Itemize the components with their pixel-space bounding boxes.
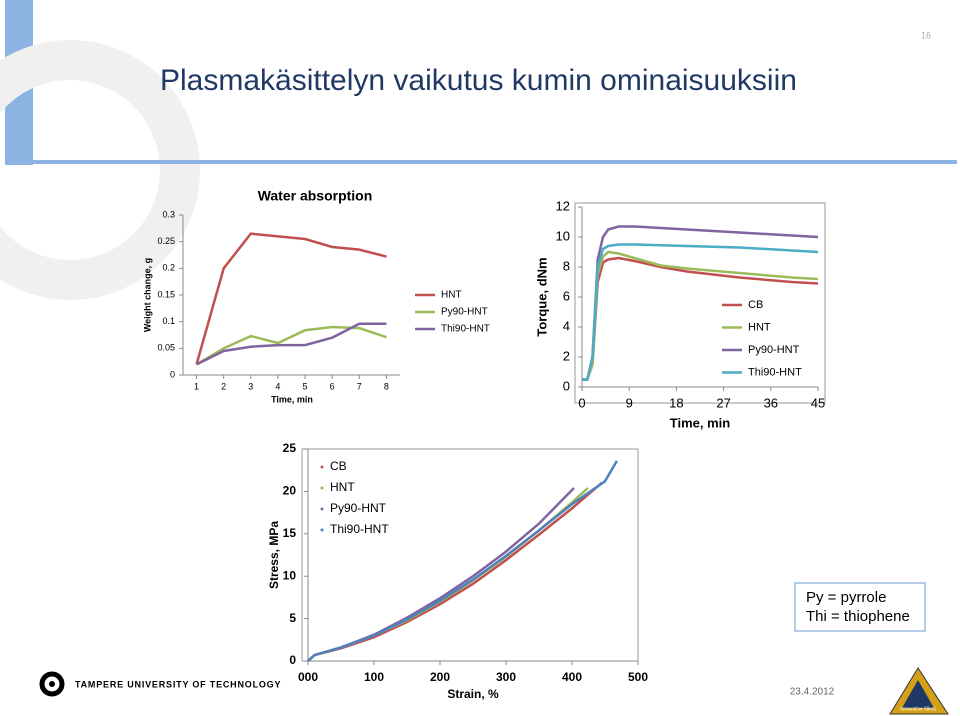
chart: 0 2 4 6 8 10 12 0 9 18 27 36 45 Time, min Torque, dNm C… [534,198,826,430]
x-tick-label: 18 [669,395,683,410]
logo-inner [902,680,934,708]
y-tick-label: 10 [556,228,570,243]
legend-label: Py90-HNT [330,501,387,515]
slide-title: Plasmakäsittelyn vaikutus kumin ominaisu… [160,64,797,97]
legend-label: Thi90-HNT [330,522,389,536]
x-tick-label: 1 [194,381,199,391]
plot-frame [574,202,826,404]
x-axis-label: Strain, % [447,687,499,701]
logo-hub [49,681,55,687]
chart: 0 5 10 15 20 25 000 100 200 300 400 500 Strain, % Str… [267,441,648,701]
note-box [794,582,926,632]
date: 23.4.2012 [790,687,835,698]
logo-gear [39,671,65,697]
y-tick-label: 25 [283,441,297,455]
x-tick-label: 9 [626,395,633,410]
y-tick-label: 5 [289,611,296,625]
x-axis-label: Time, min [670,415,731,430]
page-number: 16 [921,30,931,40]
series-line [196,322,387,366]
y-tick-label: 0 [563,378,570,393]
logo-text: Innovative fillers [900,706,936,712]
gear-watermark [0,40,200,300]
legend-marker [320,486,324,490]
x-tick-label: 36 [764,395,778,410]
legend-label: CB [748,299,763,311]
x-tick-label: 200 [430,670,450,684]
chart: Water absorption 0 0.05 0.1 0.15 0.2 0.25 0.3 1 2… [142,188,490,405]
y-tick-label: 0.25 [157,236,175,246]
x-tick-label: 8 [384,381,389,391]
tut-logo [39,671,65,697]
chart-title: Water absorption [258,188,373,204]
note-line: Py = pyrrole [806,589,886,606]
y-tick-label: 0.05 [157,343,175,353]
y-tick-label: 0 [170,369,175,379]
x-tick-label: 27 [716,395,730,410]
legend-label: HNT [748,321,771,333]
legend-label: Py90-HNT [748,344,800,356]
x-axis-label: Time, min [271,394,313,404]
series-line [307,460,618,662]
legend-marker [320,528,324,532]
y-tick-label: 0.2 [162,263,175,273]
title-rule [33,160,957,164]
legend-label: Thi90-HNT [441,324,490,335]
series-line [582,243,819,381]
y-tick-label: 2 [563,348,570,363]
x-tick-label: 400 [562,670,582,684]
y-tick-label: 10 [283,568,297,582]
legend-marker [320,507,324,511]
y-tick-label: 0.15 [157,289,175,299]
legend-label: Py90-HNT [441,307,488,318]
x-tick-label: 300 [496,670,516,684]
x-tick-label: 45 [811,395,825,410]
x-tick-label: 3 [248,381,253,391]
x-tick-label: 6 [330,381,335,391]
y-tick-label: 4 [563,318,570,333]
series-line [582,250,819,381]
y-tick-label: 12 [556,198,570,213]
x-tick-label: 0 [578,395,585,410]
x-tick-label: 5 [303,381,308,391]
plot-frame [301,448,639,662]
note-line: Thi = thiophene [806,608,910,625]
legend-marker [320,465,324,469]
x-tick-label: 000 [298,670,318,684]
y-axis-label: Weight change, g [142,258,152,332]
legend-label: HNT [330,480,355,494]
y-tick-label: 15 [283,526,297,540]
x-tick-label: 7 [357,381,362,391]
x-tick-label: 4 [275,381,280,391]
series-line [195,325,387,366]
y-axis-label: Stress, MPa [267,521,281,589]
x-tick-label: 100 [364,670,384,684]
y-tick-label: 0.3 [162,209,175,219]
y-tick-label: 0.1 [162,316,175,326]
y-tick-label: 8 [563,258,570,273]
legend-label: HNT [441,290,462,301]
x-tick-label: 2 [221,381,226,391]
series-line [195,232,387,365]
legend-label: CB [330,459,347,473]
y-axis-label: Torque, dNm [534,257,549,336]
y-tick-label: 20 [283,484,297,498]
y-tick-label: 6 [563,288,570,303]
legend-label: Thi90-HNT [748,366,802,378]
university-name: TAMPERE UNIVERSITY OF TECHNOLOGY [75,679,281,689]
y-tick-label: 0 [289,653,296,667]
x-tick-label: 500 [628,670,648,684]
